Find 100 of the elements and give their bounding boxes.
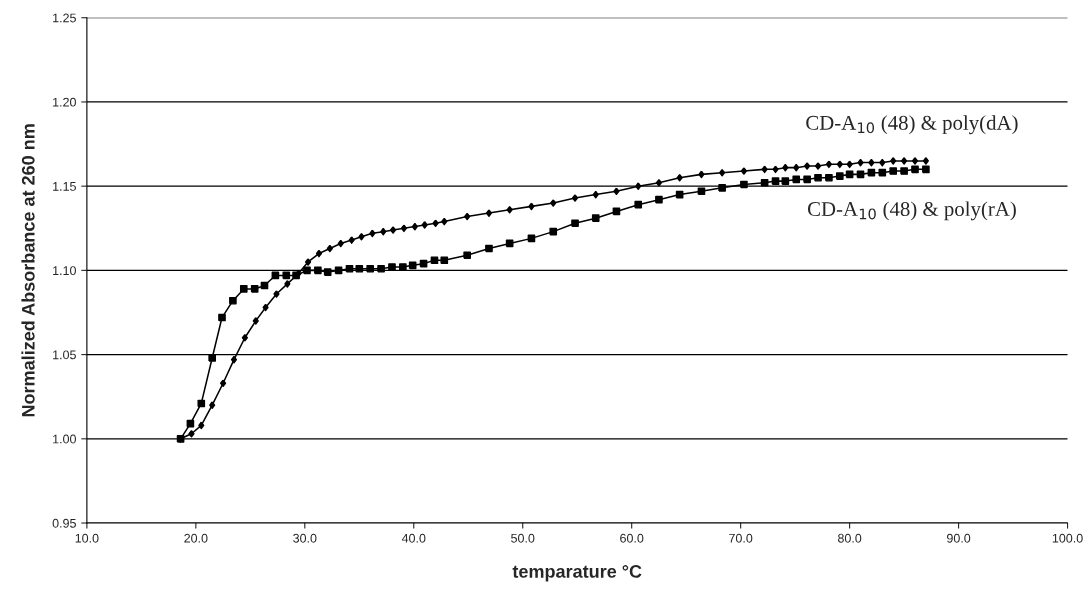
x-tick-label: 10.0: [75, 533, 99, 543]
y-tick-label: 1.00: [53, 434, 76, 444]
point: [369, 229, 376, 238]
point: [315, 249, 323, 258]
point: [911, 157, 919, 165]
point: [337, 239, 344, 248]
point: [698, 170, 705, 179]
point: [440, 256, 449, 265]
point: [485, 244, 493, 253]
point: [380, 227, 387, 236]
point: [760, 178, 769, 187]
point: [772, 165, 779, 174]
point: [697, 187, 706, 196]
point: [239, 285, 248, 293]
point: [304, 258, 312, 266]
point: [230, 355, 238, 364]
point: [198, 421, 205, 430]
point: [836, 160, 843, 169]
point: [825, 173, 833, 182]
x-axis-title: temparature °C: [512, 565, 642, 582]
point: [209, 401, 216, 409]
y-tick-label: 1.10: [53, 266, 76, 276]
point: [613, 187, 620, 196]
point: [250, 285, 259, 293]
point: [273, 290, 280, 298]
point: [835, 172, 844, 180]
point: [432, 219, 439, 228]
point: [676, 173, 683, 182]
point: [825, 160, 833, 169]
point: [282, 271, 291, 280]
point: [655, 178, 663, 187]
point: [792, 175, 801, 184]
point: [389, 226, 397, 234]
point: [900, 157, 908, 165]
point: [591, 214, 600, 222]
point: [218, 313, 226, 322]
point: [592, 190, 599, 199]
point: [804, 162, 811, 170]
x-tick-label: 70.0: [729, 533, 753, 543]
point: [358, 232, 365, 241]
point: [857, 158, 864, 167]
point: [314, 266, 322, 275]
point: [635, 182, 642, 190]
point: [284, 280, 291, 288]
point: [814, 162, 822, 170]
point: [890, 157, 897, 165]
point: [252, 317, 259, 325]
point: [188, 429, 195, 438]
point: [900, 167, 908, 175]
point: [463, 251, 471, 260]
x-tick-label: 40.0: [401, 533, 426, 543]
point: [208, 354, 217, 362]
point: [782, 163, 789, 172]
y-tick-label: 1.05: [53, 350, 76, 360]
point: [441, 217, 448, 226]
x-tick-label: 90.0: [947, 533, 971, 543]
point: [421, 221, 428, 229]
x-tick-label: 30.0: [293, 533, 317, 543]
series-label: CD-A$_{10}$ (48) & poly(rA): [807, 201, 1016, 221]
point: [323, 268, 332, 276]
point: [889, 167, 898, 175]
point: [464, 212, 471, 221]
point: [879, 158, 886, 167]
x-tick-label: 60.0: [620, 533, 644, 543]
point: [846, 160, 853, 169]
point: [303, 266, 311, 275]
point: [571, 219, 579, 228]
point: [197, 399, 206, 408]
point: [878, 168, 887, 177]
point: [719, 168, 726, 177]
point: [771, 177, 780, 185]
point: [571, 194, 579, 202]
series-label: CD-A$_{10}$ (48) & poly(dA): [806, 115, 1018, 135]
point: [430, 256, 439, 265]
x-tick-label: 50.0: [511, 533, 535, 543]
point: [740, 180, 748, 189]
point: [922, 157, 929, 165]
point: [549, 227, 558, 236]
point: [229, 296, 237, 305]
point: [388, 263, 396, 271]
point: [326, 244, 333, 253]
point: [922, 165, 930, 174]
x-tick-label: 100.0: [1052, 533, 1083, 543]
point: [634, 200, 643, 209]
point: [355, 264, 364, 273]
x-tick-label: 80.0: [837, 533, 862, 543]
point: [868, 158, 875, 167]
point: [348, 236, 355, 244]
point: [345, 264, 354, 273]
point: [262, 303, 269, 312]
point: [867, 168, 876, 177]
y-tick-label: 1.15: [53, 182, 76, 191]
point: [803, 175, 811, 184]
y-tick-label: 1.20: [53, 97, 76, 107]
point: [241, 333, 248, 342]
point: [550, 199, 557, 207]
point: [761, 165, 768, 174]
point: [781, 177, 790, 185]
point: [740, 167, 748, 175]
point: [219, 379, 227, 388]
